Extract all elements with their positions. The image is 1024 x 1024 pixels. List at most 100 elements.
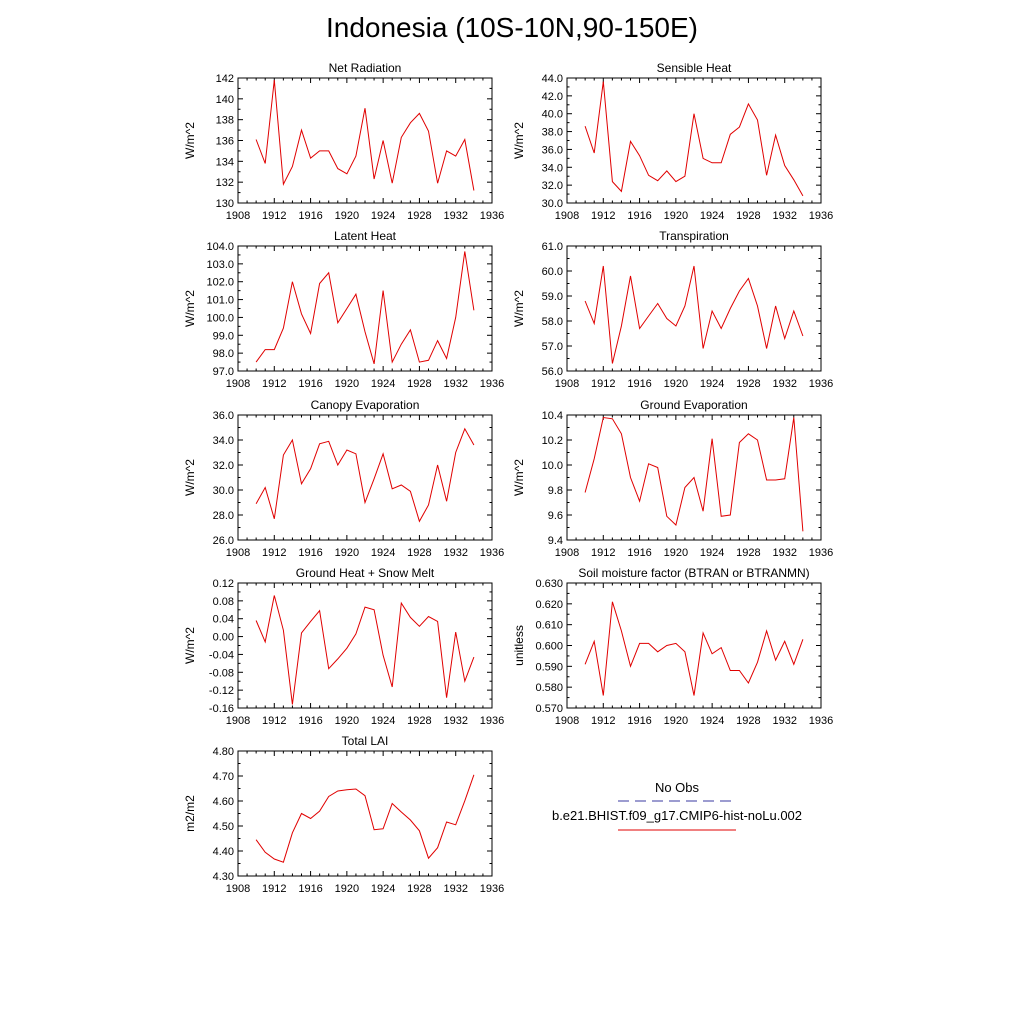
panel-sensible-heat-xtick-label: 1928 [736,210,760,222]
panel-transpiration-ytick-label: 58.0 [542,316,563,328]
panel-canopy-evaporation-ytick-label: 36.0 [213,410,234,422]
panel-latent-heat-ytick-label: 99.0 [213,330,234,342]
panel-transpiration-ytick-label: 57.0 [542,341,563,353]
panel-transpiration-ytick-label: 60.0 [542,266,563,278]
panel-latent-heat-ytick-label: 103.0 [206,259,234,271]
panel-total-lai-series-line [255,774,475,863]
panel-latent-heat-ytick-label: 100.0 [206,312,234,324]
panel-soil-moisture-factor-btran-or-btranmn-ytick-label: 0.610 [535,620,563,632]
panel-net-radiation-ytick-label: 134 [216,156,234,168]
panel-net-radiation-xtick-label: 1936 [480,210,504,222]
panel-ground-heat-snow-melt-xtick-label: 1920 [335,715,359,727]
panel-ground-evaporation-ytick-label: 9.4 [548,535,563,547]
panel-latent-heat-series-line [255,251,475,365]
panel-net-radiation-ytick-label: 142 [216,73,234,85]
panel-ground-heat-snow-melt: Ground Heat + Snow Melt W/m^2 1908 1912 1916… [183,566,504,727]
panel-transpiration-xtick-label: 1908 [555,378,579,390]
panel-net-radiation-ytick-label: 138 [216,115,234,127]
panel-canopy-evaporation: Canopy Evaporation W/m^2 1908 1912 1916 1920 1… [183,398,504,559]
panel-ground-heat-snow-melt-ytick-label: -0.12 [209,685,234,697]
panel-latent-heat: Latent Heat W/m^2 1908 1912 1916 1920 1924 1928… [183,229,504,390]
panel-ground-evaporation-xtick-label: 1912 [591,547,615,559]
panel-transpiration-frame [566,245,822,372]
panel-total-lai-ytick-label: 4.60 [213,796,234,808]
panel-soil-moisture-factor-btran-or-btranmn-ytick-label: 0.630 [535,578,563,590]
panel-ground-heat-snow-melt-ytick-label: 0.08 [213,596,234,608]
panel-ground-evaporation-ytick-label: 10.4 [542,410,563,422]
panel-canopy-evaporation-ytick-label: 28.0 [213,510,234,522]
panel-latent-heat-ytick-label: 97.0 [213,366,234,378]
panel-latent-heat-xtick-label: 1920 [335,378,359,390]
panel-sensible-heat-ytick-label: 44.0 [542,73,563,85]
panel-canopy-evaporation-ytick-label: 34.0 [213,435,234,447]
legend-label-model: b.e21.BHIST.f09_g17.CMIP6-hist-noLu.002 [552,808,802,823]
panel-soil-moisture-factor-btran-or-btranmn-xtick-label: 1928 [736,715,760,727]
panel-total-lai-xtick-label: 1924 [371,883,395,895]
panel-latent-heat-xtick-label: 1924 [371,378,395,390]
panel-ground-heat-snow-melt-ylabel: W/m^2 [183,627,197,664]
panel-sensible-heat-xtick-label: 1920 [664,210,688,222]
panel-latent-heat-xtick-label: 1912 [262,378,286,390]
panel-ground-evaporation-xtick-label: 1924 [700,547,724,559]
panel-canopy-evaporation-frame [237,414,493,541]
panel-latent-heat-ytick-label: 102.0 [206,277,234,289]
panel-ground-heat-snow-melt-xtick-label: 1924 [371,715,395,727]
panel-canopy-evaporation-xtick-label: 1928 [407,547,431,559]
panel-canopy-evaporation-ytick-label: 26.0 [213,535,234,547]
panel-latent-heat-ytick-label: 101.0 [206,295,234,307]
panel-soil-moisture-factor-btran-or-btranmn: Soil moisture factor (BTRAN or BTRANMN) u… [512,566,833,727]
panel-sensible-heat-xtick-label: 1908 [555,210,579,222]
panel-ground-evaporation-xtick-label: 1928 [736,547,760,559]
panel-net-radiation-xtick-label: 1916 [298,210,322,222]
panel-total-lai-xtick-label: 1928 [407,883,431,895]
panel-soil-moisture-factor-btran-or-btranmn-xtick-label: 1916 [627,715,651,727]
panel-transpiration-title: Transpiration [659,229,729,243]
panel-soil-moisture-factor-btran-or-btranmn-xtick-label: 1924 [700,715,724,727]
panel-sensible-heat-xtick-label: 1936 [809,210,833,222]
panel-ground-heat-snow-melt-xtick-label: 1936 [480,715,504,727]
panel-ground-evaporation-title: Ground Evaporation [640,398,747,412]
panel-net-radiation-ylabel: W/m^2 [183,122,197,159]
panel-transpiration-xtick-label: 1936 [809,378,833,390]
panel-latent-heat-xtick-label: 1928 [407,378,431,390]
panel-ground-evaporation-xtick-label: 1916 [627,547,651,559]
panel-ground-heat-snow-melt-ytick-label: 0.04 [213,614,234,626]
panel-total-lai-xtick-label: 1936 [480,883,504,895]
panel-net-radiation: Net Radiation W/m^2 1908 1912 1916 1920 1924 19… [183,61,504,222]
panel-net-radiation-series-line [255,80,475,191]
panel-canopy-evaporation-ytick-label: 32.0 [213,460,234,472]
panel-total-lai-ytick-label: 4.80 [213,746,234,758]
panel-net-radiation-ytick-label: 132 [216,177,234,189]
panel-soil-moisture-factor-btran-or-btranmn-ytick-label: 0.600 [535,641,563,653]
panel-ground-heat-snow-melt-ytick-label: -0.16 [209,703,234,715]
panel-transpiration-xtick-label: 1912 [591,378,615,390]
panel-ground-evaporation-series-line [584,416,804,532]
panel-soil-moisture-factor-btran-or-btranmn-title: Soil moisture factor (BTRAN or BTRANMN) [578,566,809,580]
panel-soil-moisture-factor-btran-or-btranmn-xtick-label: 1920 [664,715,688,727]
panel-transpiration: Transpiration W/m^2 1908 1912 1916 1920 1924 19… [512,229,833,390]
panel-ground-evaporation-xtick-label: 1936 [809,547,833,559]
panel-total-lai-ytick-label: 4.70 [213,771,234,783]
panel-soil-moisture-factor-btran-or-btranmn-series-line [584,601,804,696]
panel-sensible-heat-xtick-label: 1916 [627,210,651,222]
panel-soil-moisture-factor-btran-or-btranmn-xtick-label: 1932 [772,715,796,727]
panel-ground-heat-snow-melt-ytick-label: -0.08 [209,667,234,679]
panel-net-radiation-xtick-label: 1928 [407,210,431,222]
panel-canopy-evaporation-xtick-label: 1932 [443,547,467,559]
panel-soil-moisture-factor-btran-or-btranmn-ytick-label: 0.620 [535,599,563,611]
panel-total-lai-ytick-label: 4.30 [213,871,234,883]
panel-total-lai-xtick-label: 1920 [335,883,359,895]
panel-transpiration-xtick-label: 1932 [772,378,796,390]
panel-ground-heat-snow-melt-xtick-label: 1932 [443,715,467,727]
panel-latent-heat-frame [237,245,493,372]
panel-net-radiation-xtick-label: 1908 [226,210,250,222]
panel-transpiration-ytick-label: 61.0 [542,241,563,253]
legend: No Obs b.e21.BHIST.f09_g17.CMIP6-hist-noL… [552,780,802,831]
panel-soil-moisture-factor-btran-or-btranmn-ylabel: unitless [512,625,526,666]
panel-sensible-heat-ytick-label: 42.0 [542,91,563,103]
panel-net-radiation-xtick-label: 1932 [443,210,467,222]
panel-sensible-heat-ytick-label: 36.0 [542,144,563,156]
panel-canopy-evaporation-xtick-label: 1936 [480,547,504,559]
panel-total-lai-ytick-label: 4.50 [213,821,234,833]
